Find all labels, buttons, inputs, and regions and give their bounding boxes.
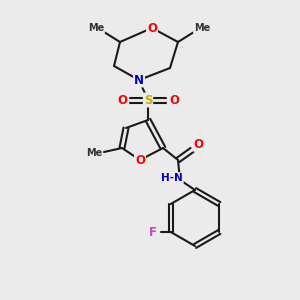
- Text: Me: Me: [194, 23, 210, 33]
- Text: F: F: [149, 226, 157, 238]
- Text: O: O: [117, 94, 127, 106]
- Text: O: O: [147, 22, 157, 34]
- Text: O: O: [193, 137, 203, 151]
- Text: Me: Me: [88, 23, 104, 33]
- Text: O: O: [169, 94, 179, 106]
- Text: N: N: [134, 74, 144, 86]
- Text: Me: Me: [86, 148, 102, 158]
- Text: O: O: [135, 154, 145, 166]
- Text: H-N: H-N: [161, 173, 183, 183]
- Text: S: S: [144, 94, 152, 106]
